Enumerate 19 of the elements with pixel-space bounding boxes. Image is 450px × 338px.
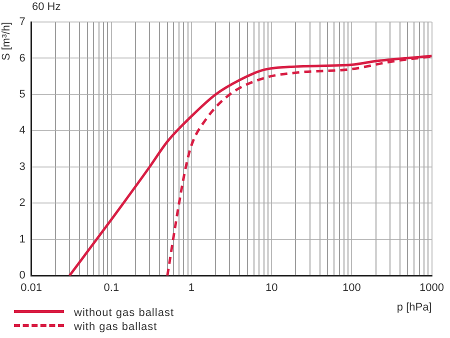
y-tick-label: 4: [19, 124, 26, 137]
y-tick-label: 1: [19, 233, 26, 246]
x-axis-title: p [hPa]: [396, 301, 432, 314]
y-tick-label: 0: [19, 270, 26, 282]
y-tick-label: 3: [19, 160, 26, 173]
y-axis-title: S [m³/h]: [0, 22, 13, 61]
y-tick-label: 5: [19, 88, 26, 100]
y-tick-label: 2: [19, 197, 26, 210]
x-tick-label: 1: [188, 282, 195, 294]
x-tick-label: 100: [342, 282, 361, 294]
legend-label: without gas ballast: [74, 307, 174, 319]
y-tick-label: 7: [19, 16, 26, 28]
x-tick-label: 0.01: [20, 282, 42, 294]
x-tick-label: 0.1: [104, 282, 120, 294]
x-tick-label: 10: [265, 282, 278, 294]
chart-title: 60 Hz: [32, 1, 61, 13]
x-tick-label: 1000: [420, 282, 444, 294]
legend-label: with gas ballast: [74, 321, 158, 333]
y-tick-label: 6: [19, 52, 26, 64]
